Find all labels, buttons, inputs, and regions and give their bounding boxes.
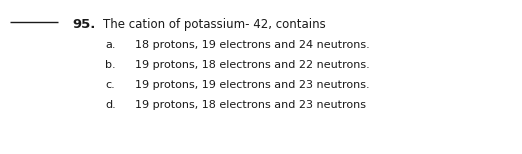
Text: d.: d. xyxy=(105,100,116,110)
Text: 19 protons, 18 electrons and 22 neutrons.: 19 protons, 18 electrons and 22 neutrons… xyxy=(135,60,370,70)
Text: 19 protons, 19 electrons and 23 neutrons.: 19 protons, 19 electrons and 23 neutrons… xyxy=(135,80,370,90)
Text: c.: c. xyxy=(105,80,115,90)
Text: 18 protons, 19 electrons and 24 neutrons.: 18 protons, 19 electrons and 24 neutrons… xyxy=(135,40,370,50)
Text: 95.: 95. xyxy=(72,18,96,31)
Text: a.: a. xyxy=(105,40,115,50)
Text: b.: b. xyxy=(105,60,116,70)
Text: The cation of potassium- 42, contains: The cation of potassium- 42, contains xyxy=(103,18,326,31)
Text: 19 protons, 18 electrons and 23 neutrons: 19 protons, 18 electrons and 23 neutrons xyxy=(135,100,366,110)
